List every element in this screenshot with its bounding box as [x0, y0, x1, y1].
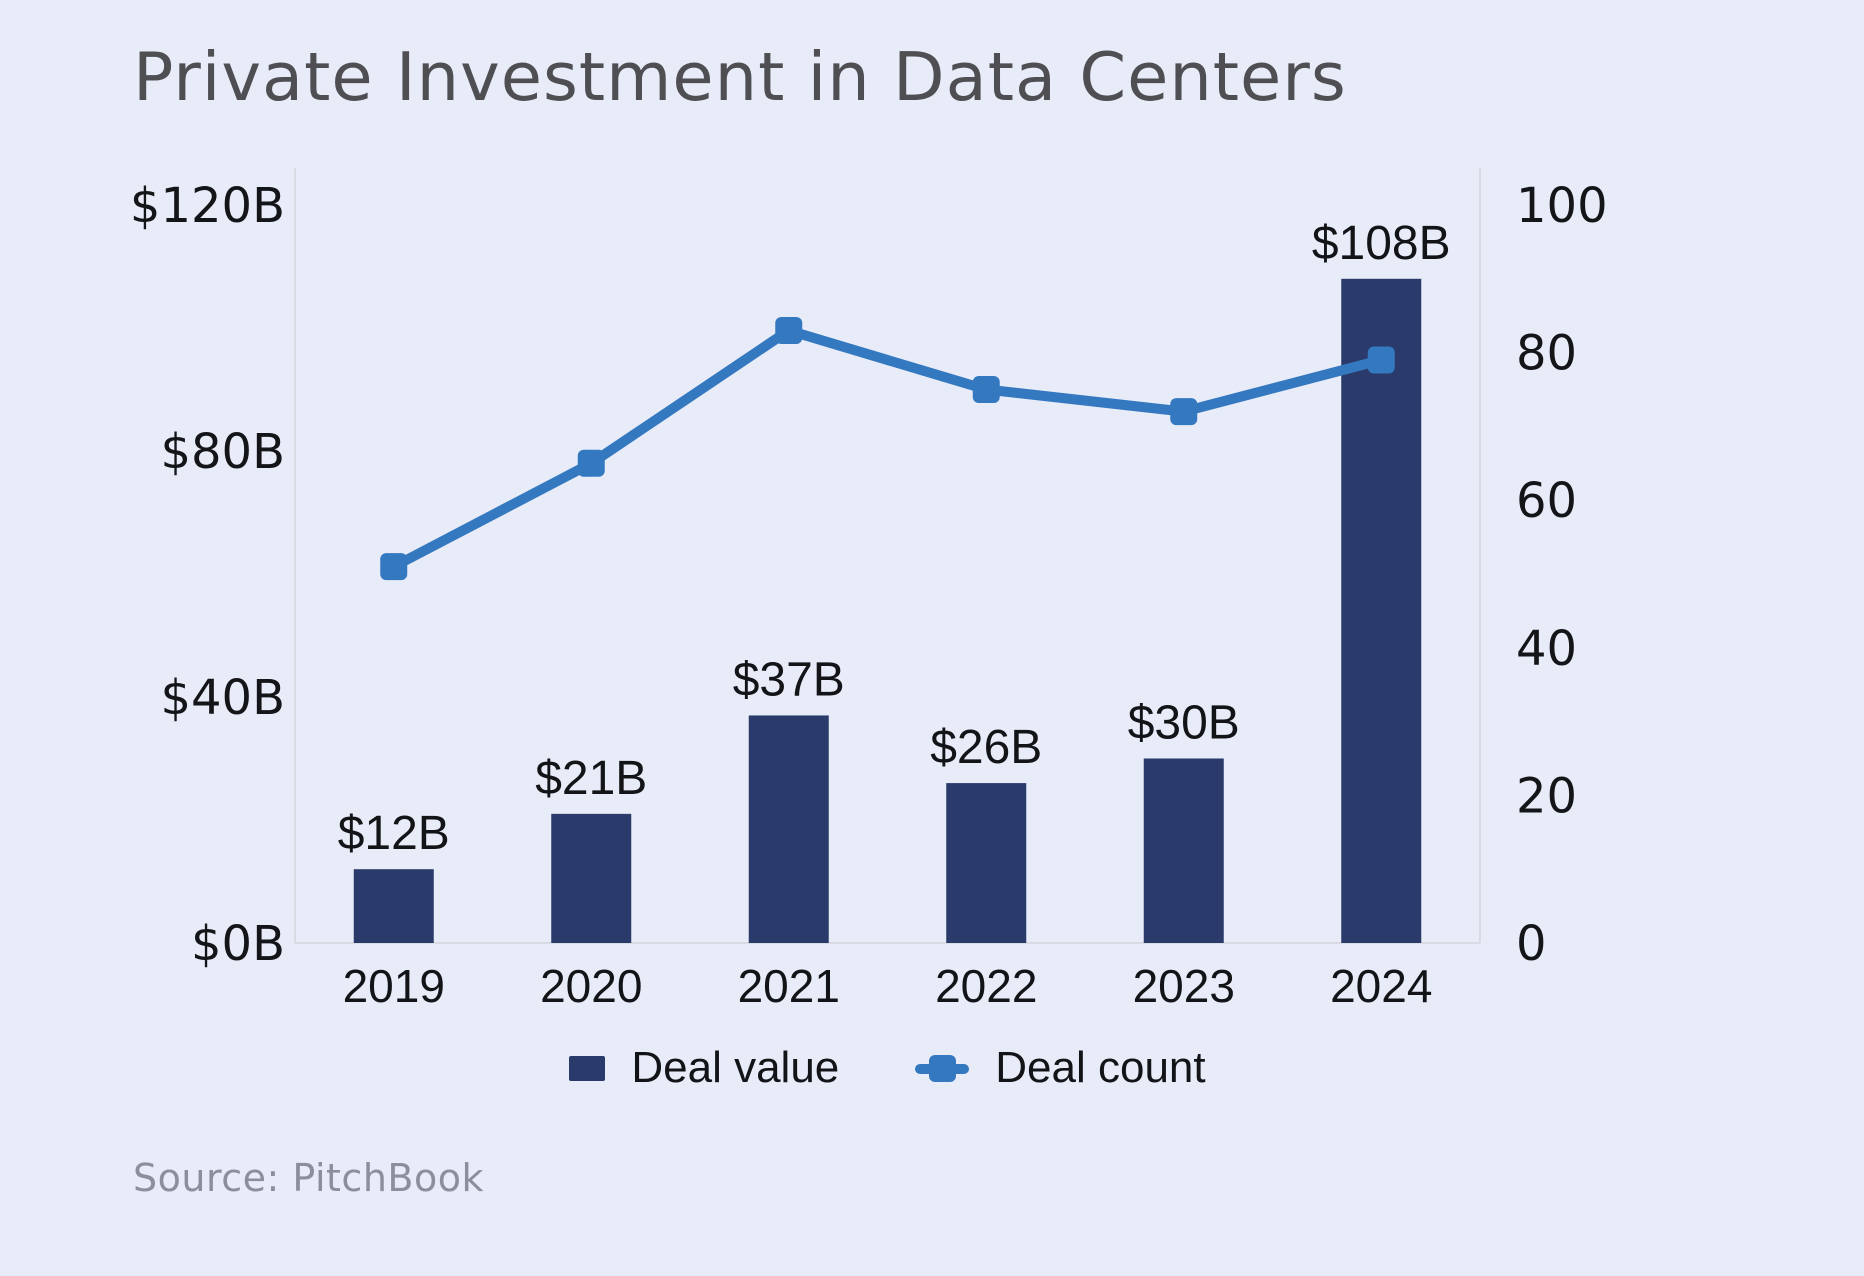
- deal-count-marker-2019: [380, 553, 408, 581]
- x-tick-2023: 2023: [1133, 960, 1235, 1012]
- right-axis-tick-60: 60: [1516, 473, 1577, 529]
- left-axis-tick-120B: $120B: [130, 178, 285, 234]
- x-tick-2020: 2020: [540, 960, 642, 1012]
- source-caption: Source: PitchBook: [133, 1156, 484, 1200]
- deal-count-legend-label: Deal count: [995, 1043, 1206, 1092]
- bar-label-2024: $108B: [1312, 217, 1451, 270]
- deal-count-marker-2020: [577, 449, 605, 477]
- legend: Deal value Deal count: [295, 1038, 1480, 1098]
- bar-label-2020: $21B: [535, 752, 647, 805]
- bar-2022: [946, 783, 1027, 943]
- bar-2023: [1143, 758, 1224, 943]
- deal-count-marker-2021: [775, 316, 803, 344]
- deal-count-marker-2022: [972, 376, 1000, 403]
- x-tick-2022: 2022: [935, 960, 1037, 1012]
- bar-2021: [748, 715, 829, 943]
- legend-item-deal-value: Deal value: [569, 1043, 839, 1093]
- left-axis-tick-80B: $80B: [160, 424, 285, 480]
- deal-value-swatch-icon: [569, 1055, 606, 1081]
- bar-label-2021: $37B: [733, 653, 845, 706]
- deal-count-line: [388, 325, 1387, 572]
- x-tick-2021: 2021: [738, 960, 840, 1012]
- bar-label-2019: $12B: [338, 807, 450, 860]
- bar-2019: [353, 869, 434, 943]
- right-axis-tick-40: 40: [1516, 621, 1577, 677]
- chart-title: Private Investment in Data Centers: [133, 38, 1347, 116]
- x-tick-2024: 2024: [1330, 960, 1432, 1012]
- x-tick-2019: 2019: [343, 960, 445, 1012]
- bar-label-2023: $30B: [1128, 697, 1240, 750]
- legend-item-deal-count: Deal count: [915, 1043, 1206, 1093]
- deal-count-swatch-icon: [915, 1054, 970, 1082]
- deal-value-legend-label: Deal value: [631, 1043, 840, 1092]
- right-axis-tick-100: 100: [1516, 178, 1608, 234]
- left-axis-tick-0B: $0B: [191, 916, 285, 972]
- right-axis-tick-20: 20: [1516, 768, 1577, 824]
- deal-count-marker-2023: [1170, 398, 1198, 426]
- right-axis-tick-80: 80: [1516, 326, 1577, 382]
- bar-2020: [551, 813, 632, 943]
- bar-2024: [1341, 278, 1422, 943]
- left-axis-tick-40B: $40B: [160, 670, 285, 726]
- deal-count-swatch-marker: [929, 1054, 957, 1082]
- bar-label-2022: $26B: [930, 721, 1042, 774]
- deal-count-marker-2024: [1367, 346, 1395, 374]
- right-axis-tick-0: 0: [1516, 916, 1547, 972]
